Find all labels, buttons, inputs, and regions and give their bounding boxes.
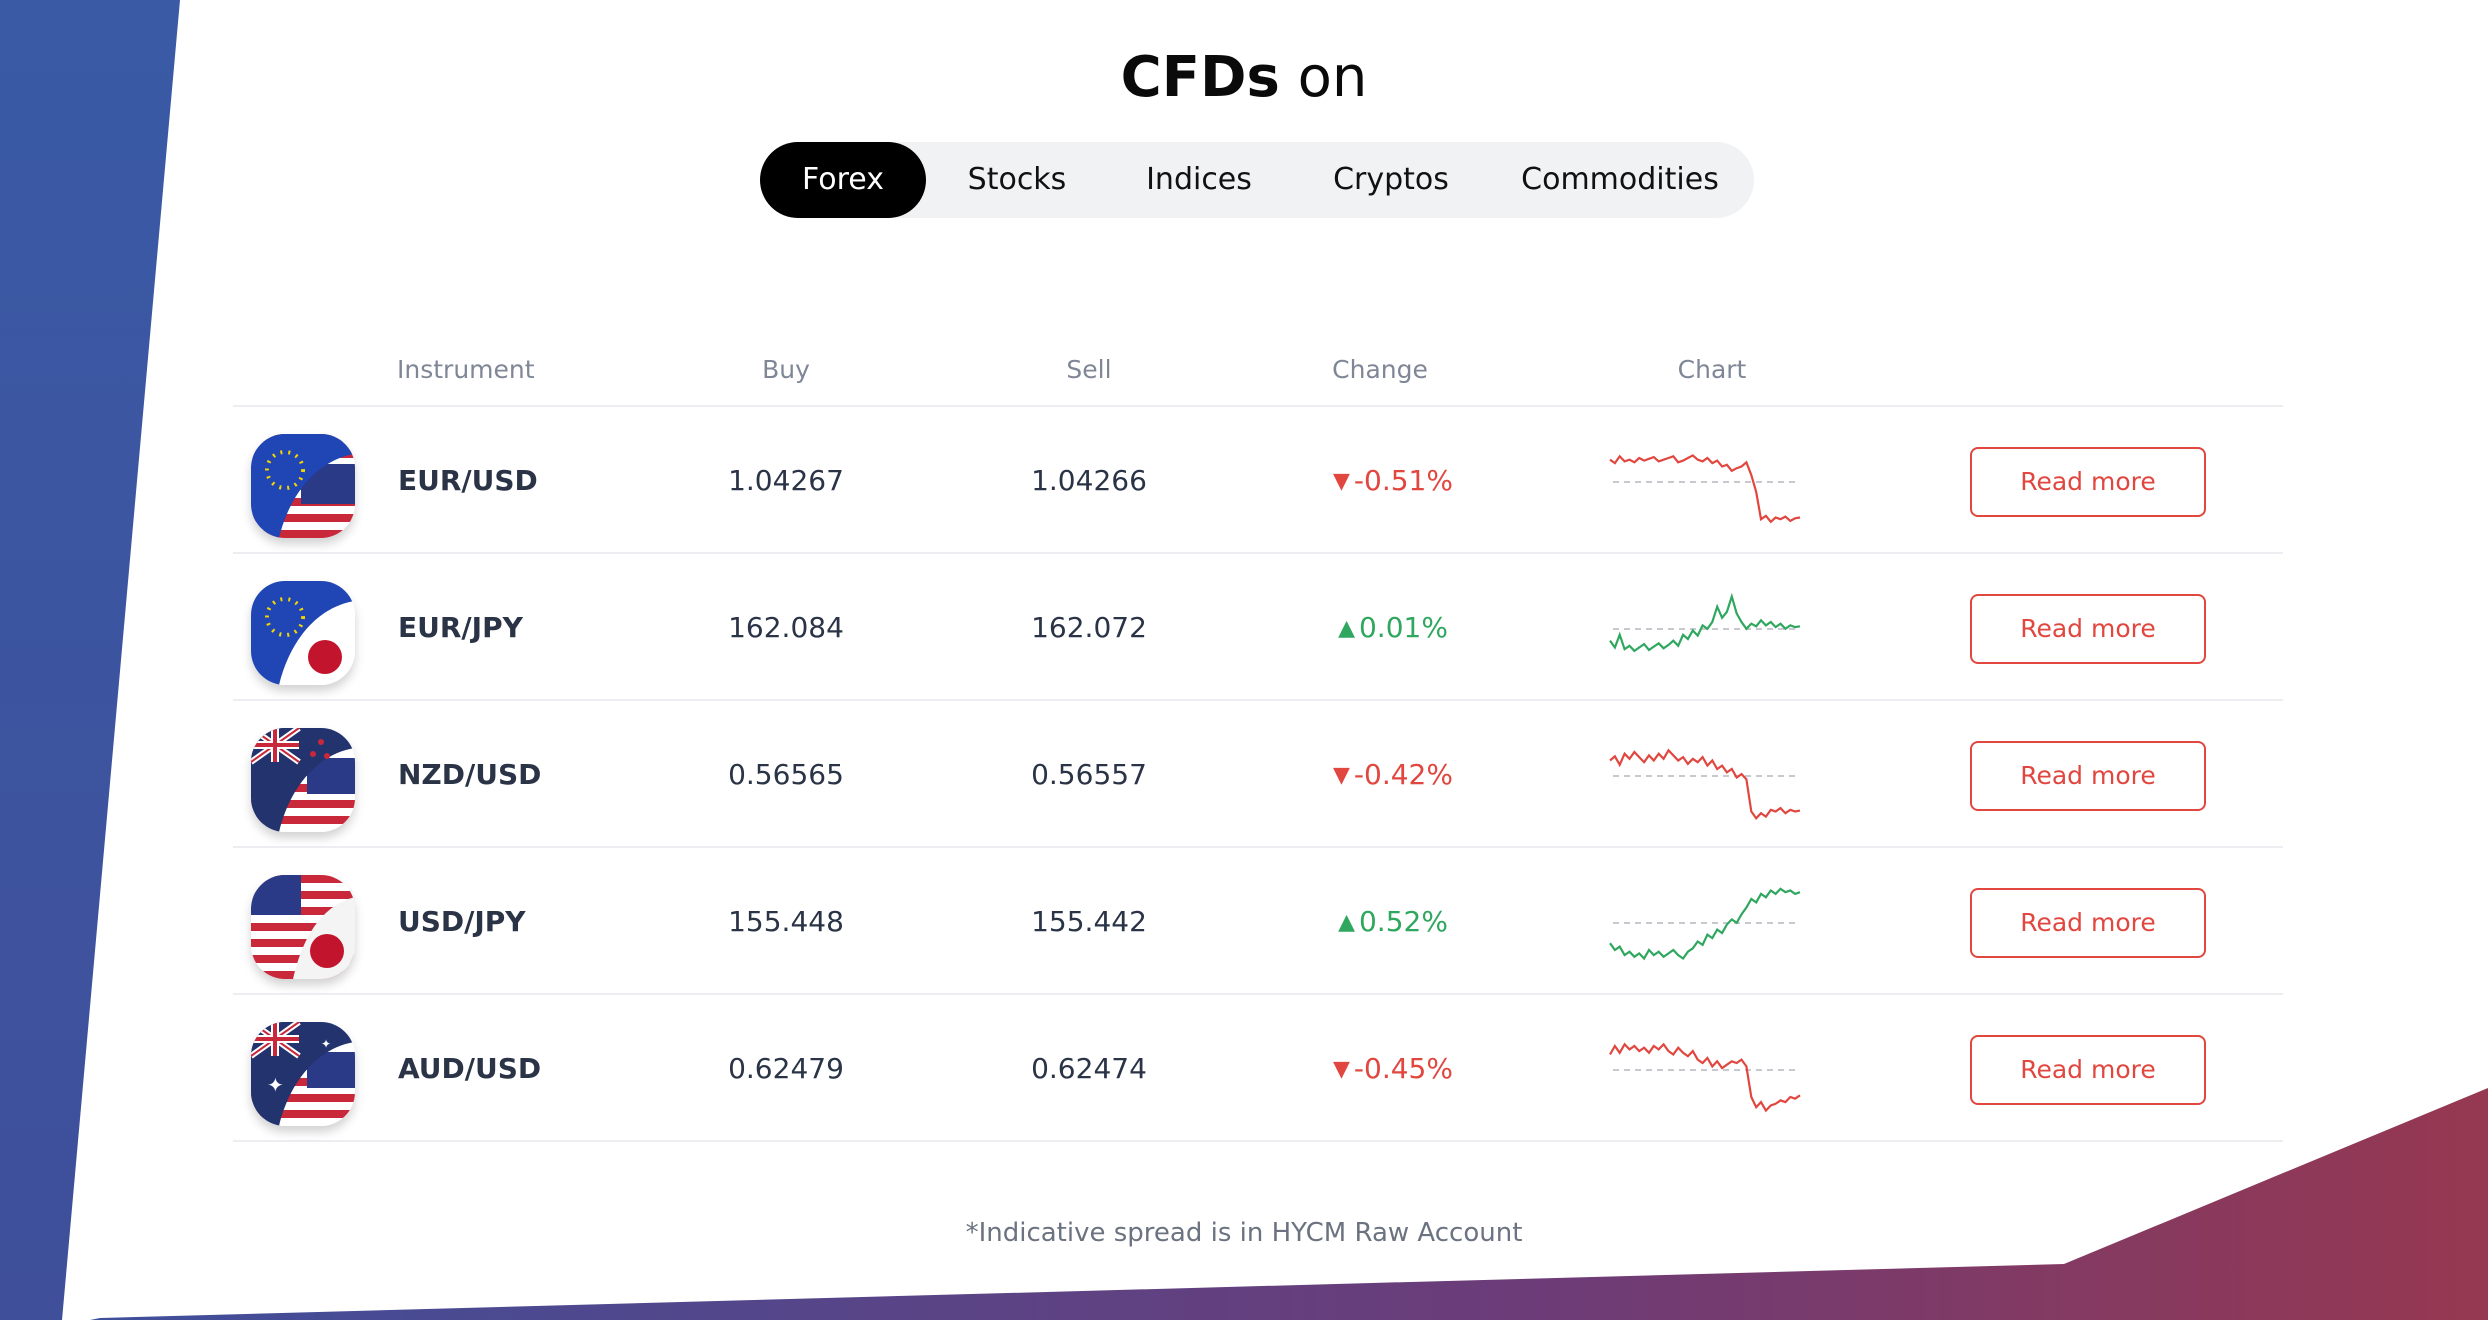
table-row: EUR/JPY 162.084 162.072 ▲ 0.01% Read more [233,552,2283,699]
tab-forex[interactable]: Forex [760,142,926,218]
sell-price: 155.442 [1031,905,1147,938]
tab-commodities[interactable]: Commodities [1521,162,1719,197]
header-buy: Buy [762,355,810,384]
buy-price: 0.56565 [728,758,844,791]
change-value: ▼ -0.51% [1293,407,1493,554]
change-text: -0.51% [1353,464,1453,497]
change-text: -0.42% [1353,758,1453,791]
tab-indices[interactable]: Indices [1146,162,1252,197]
header-instrument: Instrument [397,355,535,384]
down-arrow-icon: ▼ [1333,763,1350,788]
nzd-usd-flag-icon [251,728,355,832]
sell-price: 162.072 [1031,611,1147,644]
buy-price: 162.084 [728,611,844,644]
eur-jpy-flag-icon [251,581,355,685]
down-arrow-icon: ▼ [1333,1057,1350,1082]
up-arrow-icon: ▲ [1338,910,1355,935]
sparkline-series [1609,454,1801,524]
table-row: NZD/USD 0.56565 0.56557 ▼ -0.42% Read mor… [233,699,2283,846]
read-more-button[interactable]: Read more [1970,594,2206,664]
sparkline-chart [1609,1042,1801,1113]
buy-price: 155.448 [728,905,844,938]
eur-usd-flag-icon [251,434,355,538]
svg-text:✦: ✦ [267,1073,284,1097]
table-row: ✦ ✦ AUD/USD 0.62479 0.62474 ▼ -0.45% Read… [233,993,2283,1142]
up-arrow-icon: ▲ [1338,616,1355,641]
read-more-button[interactable]: Read more [1970,1035,2206,1105]
header-chart: Chart [1677,355,1747,384]
read-more-button[interactable]: Read more [1970,888,2206,958]
change-value: ▼ -0.45% [1293,995,1493,1142]
change-value: ▲ 0.01% [1293,554,1493,701]
change-text: 0.01% [1358,611,1448,644]
buy-price: 1.04267 [728,464,844,497]
instrument-name: AUD/USD [398,1052,542,1085]
change-value: ▲ 0.52% [1293,848,1493,995]
sparkline-chart [1609,592,1801,653]
asset-class-tabs: Forex Stocks Indices Cryptos Commodities [760,142,1754,218]
table-row: EUR/USD 1.04267 1.04266 ▼ -0.51% Read mor… [233,405,2283,552]
read-more-button[interactable]: Read more [1970,447,2206,517]
tab-cryptos[interactable]: Cryptos [1333,162,1449,197]
read-more-button[interactable]: Read more [1970,741,2206,811]
table-header: Instrument Buy Sell Change Chart [0,350,2488,390]
bottom-gradient-band [90,1088,2488,1320]
instrument-name: EUR/USD [398,464,538,497]
change-text: 0.52% [1358,905,1448,938]
change-value: ▼ -0.42% [1293,701,1493,848]
down-arrow-icon: ▼ [1333,469,1350,494]
sell-price: 1.04266 [1031,464,1147,497]
left-blue-band [0,0,180,1320]
header-sell: Sell [1066,355,1112,384]
instrument-name: EUR/JPY [398,611,523,644]
instrument-name: NZD/USD [398,758,542,791]
sparkline-chart [1609,887,1801,961]
table-row: USD/JPY 155.448 155.442 ▲ 0.52% Read more [233,846,2283,993]
page-title: CFDs on [0,38,2488,118]
instrument-name: USD/JPY [398,905,526,938]
change-text: -0.45% [1353,1052,1453,1085]
sparkline-series [1609,592,1801,653]
sparkline-series [1609,887,1801,961]
header-change: Change [1332,355,1428,384]
sell-price: 0.62474 [1031,1052,1147,1085]
sparkline-chart [1609,454,1801,524]
usd-jpy-flag-icon [251,875,355,979]
sparkline-series [1609,1042,1801,1113]
title-bold: CFDs [1120,45,1280,110]
footnote: *Indicative spread is in HYCM Raw Accoun… [965,1218,1523,1248]
sparkline-series [1609,748,1801,821]
buy-price: 0.62479 [728,1052,844,1085]
svg-text:✦: ✦ [321,1037,331,1051]
sell-price: 0.56557 [1031,758,1147,791]
aud-usd-flag-icon: ✦ ✦ [251,1022,355,1126]
sparkline-chart [1609,748,1801,821]
title-rest: on [1297,45,1368,110]
tab-stocks[interactable]: Stocks [967,162,1067,197]
